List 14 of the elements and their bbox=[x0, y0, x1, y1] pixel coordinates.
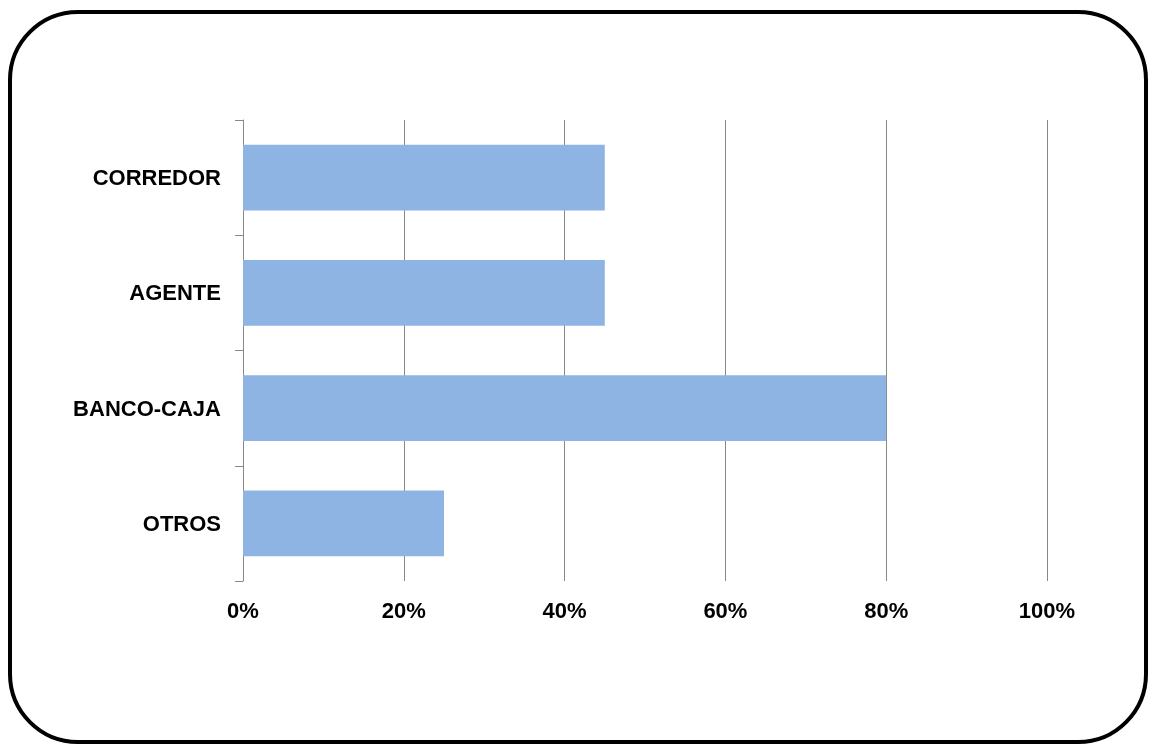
bar bbox=[243, 144, 605, 211]
y-tick-label: CORREDOR bbox=[92, 165, 222, 191]
x-tick-label: 80% bbox=[864, 597, 909, 623]
bar bbox=[243, 260, 605, 326]
y-tick-label: AGENTE bbox=[129, 280, 221, 306]
bar bbox=[243, 375, 887, 441]
x-tick-label: 0% bbox=[227, 597, 259, 623]
y-tick-label: OTROS bbox=[142, 510, 221, 536]
bar bbox=[243, 490, 444, 557]
x-tick-label: 60% bbox=[703, 597, 748, 623]
x-tick-label: 40% bbox=[542, 597, 587, 623]
x-tick-label: 20% bbox=[381, 597, 426, 623]
x-tick-label: 100% bbox=[1018, 597, 1076, 623]
y-tick-label: BANCO-CAJA bbox=[73, 395, 222, 421]
